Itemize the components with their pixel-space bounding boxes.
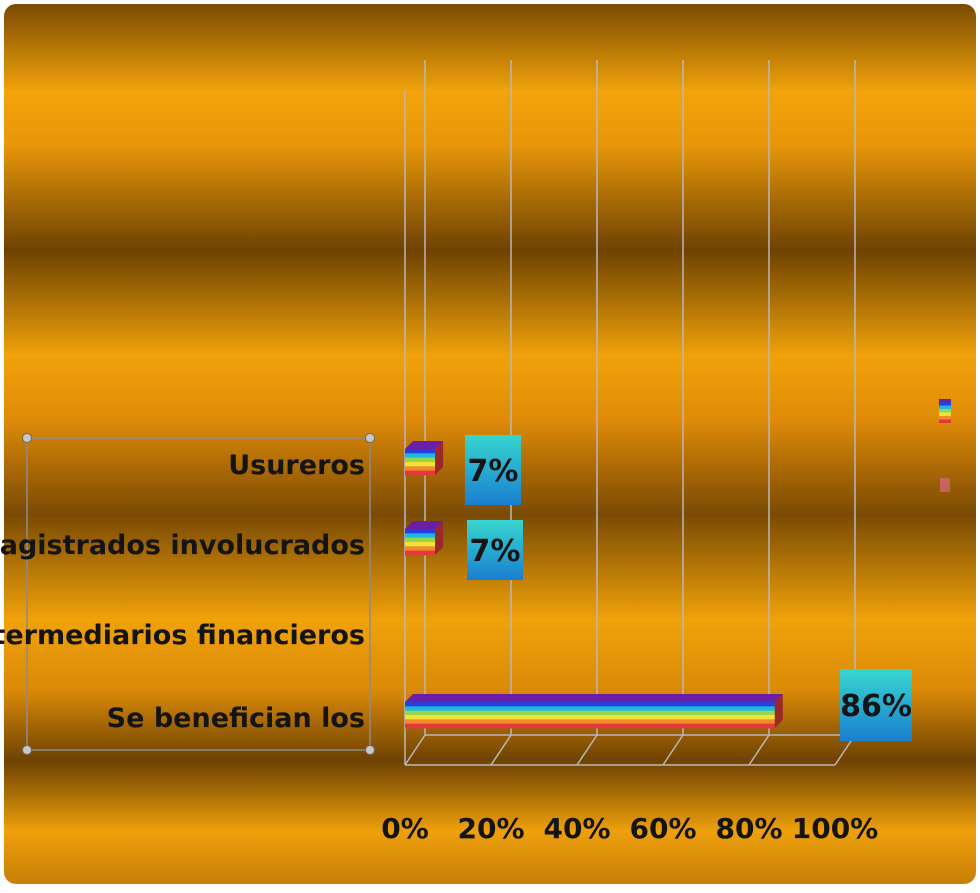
data-label-text: 86%	[840, 689, 912, 724]
data-label: 7%	[467, 520, 523, 580]
selection-handle	[365, 433, 375, 443]
bar-stripe	[405, 457, 436, 463]
bar-stripe	[405, 719, 775, 725]
selection-handle	[365, 745, 375, 755]
legend-marker-top	[939, 399, 951, 402]
selection-handle	[22, 433, 32, 443]
bar-top-face	[405, 694, 783, 702]
bar-stripe	[405, 537, 436, 543]
category-label: Se benefician los	[107, 703, 365, 734]
bar-stripe	[405, 723, 775, 729]
bar-stripe	[405, 706, 775, 712]
floor-gridline	[748, 734, 770, 766]
x-axis-ticks: 0% 20% 40% 60% 80% 100%	[381, 812, 878, 845]
bar-stripe	[405, 546, 436, 552]
legend-marker-stripe	[939, 419, 951, 423]
bar-stripe	[405, 470, 436, 476]
category-label: Usureros	[228, 450, 365, 481]
legend-marker-stripe	[939, 416, 951, 420]
bar-stripe	[405, 453, 436, 459]
bar-stripe	[405, 462, 436, 467]
bar	[405, 521, 444, 556]
bar-stripe	[405, 710, 775, 716]
x-tick-label: 80%	[715, 812, 782, 845]
floor-gridline	[404, 734, 426, 766]
category-label: Magistrados involucrados	[0, 530, 365, 561]
bar-stripe	[405, 533, 436, 539]
data-label-text: 7%	[470, 534, 521, 569]
x-tick-label: 60%	[629, 812, 696, 845]
data-label-box	[465, 435, 521, 505]
bar-stripe	[405, 466, 436, 472]
selection-frame	[26, 437, 371, 751]
legend-marker-secondary	[940, 478, 950, 492]
legend-marker-stripe	[939, 402, 951, 406]
bar-end-face	[435, 441, 444, 475]
x-tick-label: 20%	[457, 812, 524, 845]
category-label-box	[22, 433, 375, 755]
data-label-text: 7%	[468, 454, 519, 489]
legend-marker-stripe	[939, 412, 951, 416]
bar-end-face	[774, 694, 783, 728]
data-label-box	[840, 669, 912, 741]
floor-gridline	[662, 734, 684, 766]
bar	[405, 694, 783, 729]
bar-stripe	[405, 449, 436, 454]
x-tick-label: 100%	[792, 812, 879, 845]
category-label: intermediarios financieros	[0, 620, 365, 651]
gridlines	[404, 60, 856, 766]
bars	[405, 441, 783, 729]
floor-gridline	[490, 734, 512, 766]
x-tick-label: 0%	[381, 812, 429, 845]
bar-stripe	[405, 550, 436, 556]
bar-end-face	[435, 521, 444, 555]
data-labels: 7% 7% 86%	[465, 435, 912, 741]
data-label: 7%	[465, 435, 521, 505]
bar-stripe	[405, 715, 775, 720]
legend-marker-stripe	[939, 409, 951, 413]
data-label: 86%	[840, 669, 912, 741]
bar-stripe	[405, 702, 775, 707]
bar-stripe	[405, 542, 436, 547]
data-label-box	[467, 520, 523, 580]
bar-stripe	[405, 529, 436, 534]
legend-marker-stripe	[939, 405, 951, 409]
bar-top-face	[405, 521, 444, 529]
bar-top-face	[405, 441, 444, 449]
legend	[939, 399, 951, 492]
floor-gridline	[576, 734, 598, 766]
category-labels: Usureros Magistrados involucrados intermed…	[0, 450, 365, 734]
selection-handle	[22, 745, 32, 755]
bar	[405, 441, 444, 476]
x-tick-label: 40%	[543, 812, 610, 845]
